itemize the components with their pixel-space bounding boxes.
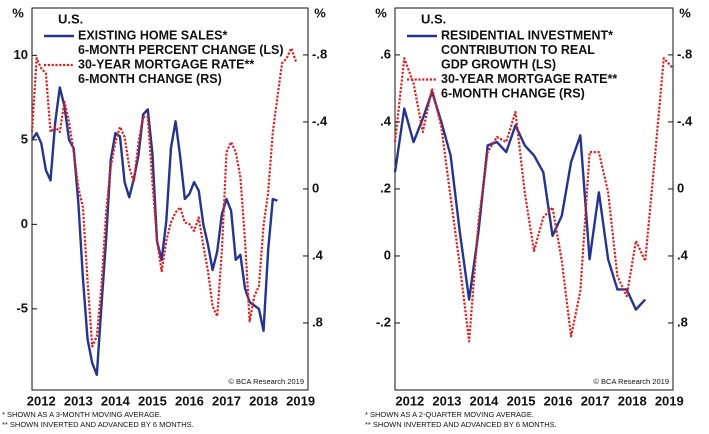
- legend-label: 6-MONTH PERCENT CHANGE (LS): [78, 43, 284, 57]
- y2-tick-label: .4: [312, 247, 324, 262]
- plot-frame: [394, 7, 674, 391]
- x-tick-label: 2014: [101, 393, 131, 408]
- x-tick-label: 2017: [581, 393, 610, 408]
- x-tick-label: 2018: [618, 393, 647, 408]
- x-tick-label: 2015: [507, 393, 536, 408]
- panel-title: U.S.: [58, 11, 83, 26]
- x-tick-label: 2016: [544, 393, 573, 408]
- y-tick-label: -.2: [376, 314, 391, 329]
- x-tick-label: 2019: [655, 393, 684, 408]
- footnote: ** SHOWN INVERTED AND ADVANCED BY 6 MONT…: [365, 420, 557, 429]
- y2-tick-label: -.4: [677, 113, 693, 128]
- y-tick-label: 5: [21, 131, 28, 146]
- legend-label: 6-MONTH CHANGE (RS): [78, 72, 222, 86]
- y-tick-label: .2: [380, 180, 391, 195]
- y-unit: %: [375, 5, 387, 20]
- x-tick-label: 2016: [175, 393, 204, 408]
- y-tick-label: -5: [16, 300, 28, 315]
- x-tick-label: 2013: [64, 393, 93, 408]
- series-line: [393, 57, 674, 343]
- legend-label: CONTRIBUTION TO REAL: [441, 43, 595, 57]
- source: © BCA Research 2019: [593, 377, 669, 386]
- footnote: * SHOWN AS A 3-MONTH MOVING AVERAGE.: [2, 410, 162, 419]
- y2-tick-label: .4: [677, 247, 689, 262]
- plot-frame: [31, 7, 309, 391]
- y2-tick-label: 0: [677, 180, 684, 195]
- y-tick-label: .4: [380, 113, 392, 128]
- x-tick-label: 2012: [395, 393, 424, 408]
- y2-tick-label: .8: [677, 314, 688, 329]
- legend-label: 30-YEAR MORTGAGE RATE**: [78, 57, 254, 71]
- footnote: ** SHOWN INVERTED AND ADVANCED BY 6 MONT…: [2, 420, 194, 429]
- x-tick-label: 2014: [469, 393, 499, 408]
- y2-unit: %: [679, 5, 691, 20]
- y-tick-label: .6: [380, 46, 391, 61]
- legend-label: 30-YEAR MORTGAGE RATE**: [441, 72, 617, 86]
- y2-tick-label: -.8: [312, 46, 327, 61]
- y-unit: %: [12, 5, 24, 20]
- series-line: [31, 86, 278, 376]
- y2-unit: %: [314, 5, 326, 20]
- legend-label: EXISTING HOME SALES*: [78, 28, 227, 42]
- x-tick-label: 2018: [249, 393, 278, 408]
- y-tick-label: 10: [14, 47, 28, 62]
- y2-tick-label: .8: [312, 314, 323, 329]
- legend-label: 6-MONTH CHANGE (RS): [441, 86, 585, 100]
- y2-tick-label: 0: [312, 180, 319, 195]
- series-line: [393, 90, 647, 311]
- series-line: [30, 47, 297, 348]
- legend-label: GDP GROWTH (LS): [441, 57, 556, 71]
- x-tick-label: 2017: [212, 393, 241, 408]
- y2-tick-label: -.8: [677, 46, 692, 61]
- panel-title: U.S.: [421, 11, 446, 26]
- y2-tick-label: -.4: [312, 113, 328, 128]
- x-tick-label: 2019: [286, 393, 315, 408]
- footnote: * SHOWN AS A 2-QUARTER MOVING AVERAGE.: [365, 410, 534, 419]
- x-tick-label: 2013: [432, 393, 461, 408]
- source: © BCA Research 2019: [228, 377, 304, 386]
- y-tick-label: 0: [384, 247, 391, 262]
- x-tick-label: 2015: [138, 393, 167, 408]
- legend-label: RESIDENTIAL INVESTMENT*: [441, 28, 613, 42]
- y-tick-label: 0: [21, 216, 28, 231]
- x-tick-label: 2012: [27, 393, 56, 408]
